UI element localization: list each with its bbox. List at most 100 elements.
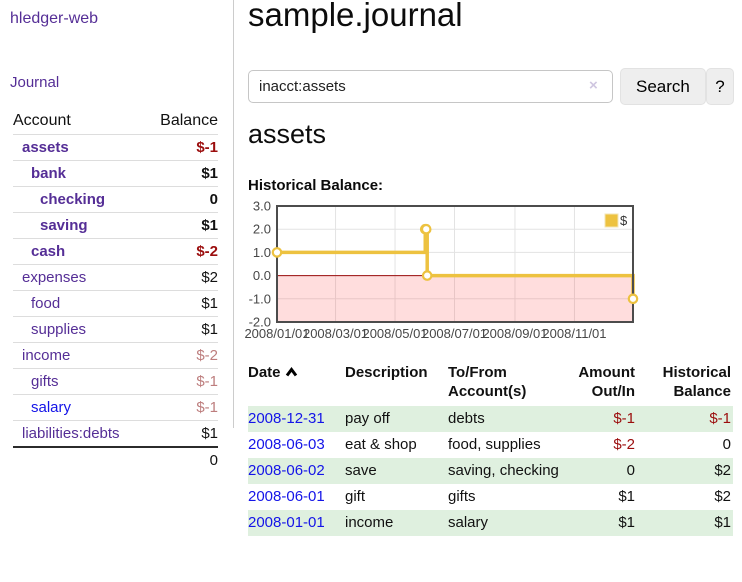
svg-text:0.0: 0.0 (253, 268, 271, 283)
sidebar-divider (233, 0, 234, 428)
transaction-accounts: saving, checking (448, 462, 559, 479)
svg-text:3.0: 3.0 (253, 200, 271, 214)
transaction-amount: $-2 (613, 436, 635, 453)
help-button[interactable]: ? (706, 68, 734, 105)
account-link[interactable]: salary (31, 399, 72, 416)
account-row: checking 0 (13, 186, 218, 213)
transaction-date-link[interactable]: 2008-06-01 (248, 488, 325, 505)
account-row: gifts $-1 (13, 368, 218, 395)
account-balance: $1 (201, 165, 218, 182)
chart-canvas[interactable]: $3.0 2.0 1.0 0.0 -1.0 -2.02008/01/012008/03/0… (240, 199, 644, 345)
transaction-description: save (345, 462, 377, 479)
transaction-date-link[interactable]: 2008-06-03 (248, 436, 325, 453)
transaction-row: 2008-06-02 save saving, checking 0 $2 (248, 458, 733, 484)
account-link[interactable]: assets (22, 139, 69, 156)
account-row: supplies $1 (13, 316, 218, 343)
column-header-amount: Amount Out/In (578, 364, 635, 400)
transaction-description: income (345, 514, 394, 531)
account-link[interactable]: cash (31, 243, 66, 260)
account-balance: $1 (201, 217, 218, 234)
transaction-accounts: debts (448, 410, 485, 427)
sidebar-item-journal[interactable]: Journal (10, 74, 60, 91)
search-input[interactable] (248, 70, 613, 103)
accounts-total-row: 0 (13, 446, 218, 473)
account-link[interactable]: checking (40, 191, 106, 208)
transaction-row: 2008-01-01 income salary $1 $1 (248, 510, 733, 536)
balance-column-header: Balance (160, 112, 218, 129)
account-link[interactable]: liabilities:debts (22, 425, 120, 442)
svg-text:2008/07/01: 2008/07/01 (422, 326, 487, 341)
svg-text:$: $ (620, 213, 628, 228)
account-row: food $1 (13, 290, 218, 317)
account-link[interactable]: income (22, 347, 71, 364)
transaction-date-link[interactable]: 2008-06-02 (248, 462, 325, 479)
account-row: liabilities:debts $1 (13, 420, 218, 448)
account-balance: $1 (201, 295, 218, 312)
account-link[interactable]: supplies (31, 321, 87, 338)
transaction-description: gift (345, 488, 366, 505)
transaction-row: 2008-06-01 gift gifts $1 $2 (248, 484, 733, 510)
register-header-row: Date Description To/From Account(s) Amoun… (248, 359, 733, 406)
svg-text:2008/05/01: 2008/05/01 (362, 326, 427, 341)
transaction-balance: $2 (714, 488, 731, 505)
svg-text:1.0: 1.0 (253, 245, 271, 260)
historical-balance-chart[interactable]: $3.0 2.0 1.0 0.0 -1.0 -2.0 2008/01/01 2008/03/0… (240, 199, 644, 345)
accounts-total-value: 0 (145, 446, 218, 473)
account-heading: assets (248, 119, 327, 149)
transaction-amount: $-1 (613, 410, 635, 427)
account-balance: $2 (201, 269, 218, 286)
transaction-accounts: gifts (448, 488, 476, 505)
brand-link[interactable]: hledger-web (10, 10, 99, 27)
transaction-description: pay off (345, 410, 390, 427)
account-balance: 0 (209, 191, 218, 208)
account-row: cash $-2 (13, 238, 218, 265)
account-balance: $-2 (196, 347, 218, 364)
transaction-accounts: salary (448, 514, 489, 531)
account-link[interactable]: gifts (31, 373, 59, 390)
svg-text:-2.0: -2.0 (249, 315, 271, 330)
transaction-balance: 0 (722, 436, 731, 453)
column-header-date[interactable]: Date (248, 359, 345, 406)
account-row: expenses $2 (13, 264, 218, 291)
account-link[interactable]: saving (40, 217, 88, 234)
transaction-amount: $1 (618, 514, 635, 531)
page-title: sample.journal (248, 0, 463, 33)
transaction-amount: 0 (626, 462, 635, 479)
transaction-row: 2008-06-03 eat & shop food, supplies $-2 0 (248, 432, 733, 458)
svg-text:2008/03/01: 2008/03/01 (303, 326, 368, 341)
account-balance: $1 (201, 425, 218, 442)
column-header-balance: Historical Balance (662, 364, 731, 400)
transaction-accounts: food, supplies (448, 436, 541, 453)
account-row: salary $-1 (13, 394, 218, 421)
transaction-date-link[interactable]: 2008-01-01 (248, 514, 325, 531)
search-button[interactable]: Search (620, 68, 706, 105)
account-column-header: Account (13, 112, 71, 129)
account-balance: $-1 (196, 373, 218, 390)
transaction-balance: $1 (714, 514, 731, 531)
transaction-row: 2008-12-31 pay off debts $-1 $-1 (248, 406, 733, 432)
transaction-balance: $2 (714, 462, 731, 479)
main-content: sample.journal × Search ? assets Histori… (244, 0, 742, 582)
chart-title: Historical Balance: (248, 177, 384, 194)
account-row: assets $-1 (13, 134, 218, 161)
account-link[interactable]: expenses (22, 269, 87, 286)
account-link[interactable]: food (31, 295, 61, 312)
svg-text:2.0: 2.0 (253, 222, 271, 237)
account-link[interactable]: bank (31, 165, 67, 182)
account-balance: $1 (201, 321, 218, 338)
accounts-table-header: Account Balance (13, 108, 218, 135)
sort-ascending-icon (285, 363, 298, 382)
account-balance: $-1 (196, 399, 218, 416)
svg-text:2008/11/01: 2008/11/01 (542, 326, 606, 341)
clear-search-icon[interactable]: × (589, 77, 598, 94)
transaction-date-link[interactable]: 2008-12-31 (248, 410, 325, 427)
svg-text:2008/09/01: 2008/09/01 (482, 326, 547, 341)
account-balance: $-1 (196, 139, 218, 156)
transaction-description: eat & shop (345, 436, 417, 453)
accounts-table: Account Balance assets $-1 bank $1 checking 0… (13, 108, 218, 473)
account-balance: $-2 (196, 243, 218, 260)
column-header-accounts: To/From Account(s) (448, 364, 527, 400)
column-header-description: Description (345, 364, 428, 381)
register-table: Date Description To/From Account(s) Amoun… (248, 359, 733, 536)
svg-text:2008/01/01: 2008/01/01 (244, 326, 309, 341)
